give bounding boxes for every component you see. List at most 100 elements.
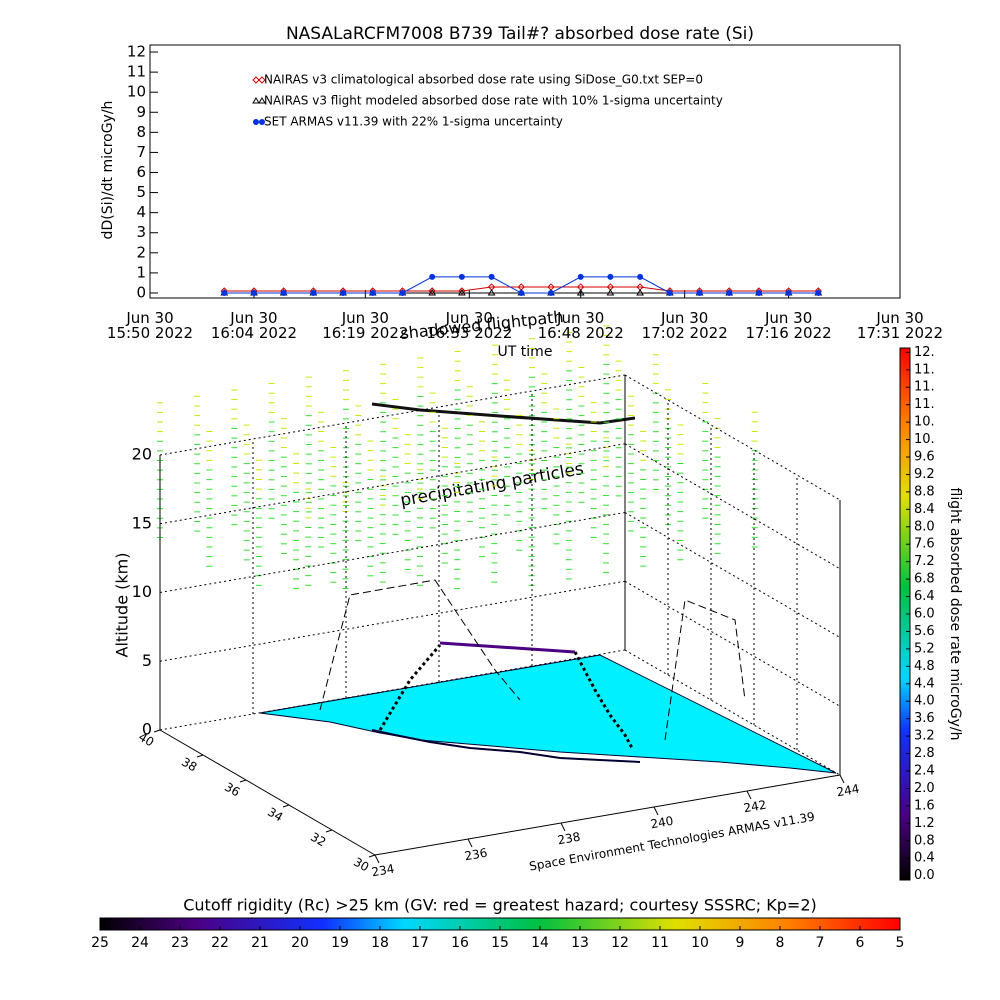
grid-line: [159, 512, 626, 593]
marker: [369, 289, 376, 296]
lon-tick: [467, 838, 473, 848]
colorbar-tick-label: 1.2: [914, 816, 935, 831]
y-tick-label: 11: [127, 63, 146, 81]
y-tick-label: 4: [136, 203, 146, 221]
marker: [576, 289, 585, 296]
colorbar-tick-label: 7.6: [914, 537, 935, 552]
legend-entry: SET ARMAS v11.39 with 22% 1-sigma uncert…: [264, 115, 563, 129]
marker: [258, 97, 266, 104]
marker: [310, 289, 317, 296]
marker: [577, 273, 584, 280]
x-tick-label: Jun 30 16:04 2022: [211, 309, 297, 342]
colorbar-tick-label: 2.8: [914, 746, 935, 761]
plot-frame: [149, 44, 901, 299]
y-tick-label: 10: [127, 83, 146, 101]
colorbar-tick-label: 4.0: [914, 694, 935, 709]
flightpath-projection: [664, 599, 746, 741]
lat-tick-label: 30: [351, 855, 371, 875]
colorbar-tick-label: 5.2: [914, 641, 935, 656]
lon-tick-label: 242: [742, 798, 767, 816]
marker: [252, 76, 260, 84]
marker: [755, 289, 762, 296]
x-tick-label: Jun 30 16:33 2022: [426, 309, 512, 342]
marker: [258, 76, 266, 84]
marker: [547, 289, 554, 296]
z-tick-label: 10: [132, 582, 152, 601]
colorbar-tick-label: 16: [451, 935, 469, 951]
colorbar-tick-label: 9: [736, 935, 745, 951]
marker: [607, 273, 614, 280]
colorbar-tick-label: 1.6: [914, 798, 935, 813]
colorbar-tick-label: 8: [776, 935, 785, 951]
colorbar-tick-label: 12: [611, 935, 629, 951]
z-tick-label: 0: [142, 720, 152, 739]
marker: [636, 289, 644, 296]
colorbar-tick-label: 5.6: [914, 624, 935, 639]
axis-line: [159, 729, 376, 856]
lon-tick: [839, 774, 845, 784]
flightpath-top: [371, 402, 636, 425]
marker: [487, 289, 496, 296]
marker: [606, 289, 615, 296]
marker: [488, 273, 495, 280]
colorbar-tick-label: 3.2: [914, 729, 935, 744]
marker: [280, 289, 287, 296]
plot-3d: 0 5 10 15 20 234 236 238 240 242 244 40 38 36 34 32 30: [132, 325, 860, 879]
x-tick-label: Jun 30 16:48 2022: [538, 309, 624, 342]
colorbar-tick-label: 10.: [914, 415, 935, 430]
colorbar-tick-label: 12.: [914, 345, 935, 360]
colorbar-tick-label: 7.2: [914, 554, 935, 569]
grid-line: [159, 580, 626, 662]
colorbar-tick-label: 0.8: [914, 833, 935, 848]
x-tick-label: Jun 30 15:50 2022: [107, 309, 193, 342]
colorbar-tick-label: 17: [411, 935, 429, 951]
grid-line: [624, 649, 841, 776]
colorbar-tick-label: 14: [531, 935, 549, 951]
axis-line: [374, 774, 841, 856]
lon-tick: [746, 790, 752, 800]
colorbar-tick-label: 15: [491, 935, 509, 951]
colorbar-tick-label: 21: [251, 935, 269, 951]
lat-tick-label: 40: [136, 730, 156, 750]
flightpath: [378, 644, 442, 731]
x-tick-label: Jun 30 17:31 2022: [857, 309, 943, 342]
marker: [815, 289, 822, 296]
colorbar-tick-label: 24: [131, 935, 149, 951]
lon-tick-label: 236: [463, 846, 488, 864]
legend-entry: NAIRAS v3 climatological absorbed dose r…: [264, 73, 703, 87]
grid-line: [624, 512, 841, 638]
marker: [457, 289, 466, 296]
marker: [259, 119, 265, 125]
grid-line: [624, 443, 841, 570]
colorbar-tick-label: 11: [651, 935, 669, 951]
colorbar-tick-label: 9.6: [914, 450, 935, 465]
colorbar-tick-label: 6: [856, 935, 865, 951]
colorbar-tick-label: 2.4: [914, 763, 935, 778]
colorbar-tick-label: 6.0: [914, 607, 935, 622]
series-line: [224, 286, 819, 292]
colorbar-tick-label: 8.0: [914, 519, 935, 534]
lat-tick-label: 32: [308, 830, 328, 850]
lat-tick: [325, 829, 333, 833]
marker: [458, 287, 466, 295]
colorbar-tick-label: 2.0: [914, 781, 935, 796]
x-tick-label: Jun 30 17:02 2022: [642, 309, 728, 342]
z-axis-label: Altitude (km): [113, 553, 132, 658]
colorbar-tick-label: 4.8: [914, 659, 935, 674]
colorbar-tick-label: 8.4: [914, 502, 935, 517]
grid-line: [159, 374, 626, 456]
marker: [696, 289, 703, 296]
lat-tick: [239, 779, 247, 783]
lat-tick: [153, 729, 161, 733]
marker: [253, 119, 259, 125]
marker: [726, 289, 733, 296]
colorbar-label: Cutoff rigidity (Rc) >25 km (GV: red = g…: [183, 896, 817, 915]
colorbar-tick-label: 6.8: [914, 572, 935, 587]
colorbar-tick-label: 3.6: [914, 711, 935, 726]
grid-line: [159, 649, 626, 731]
colorbar-tick-label: 11.: [914, 362, 935, 377]
colorbar-label: flight absorbed dose rate microGy/h: [947, 488, 963, 741]
flightpath-shadow: [439, 641, 576, 654]
marker: [428, 289, 437, 296]
